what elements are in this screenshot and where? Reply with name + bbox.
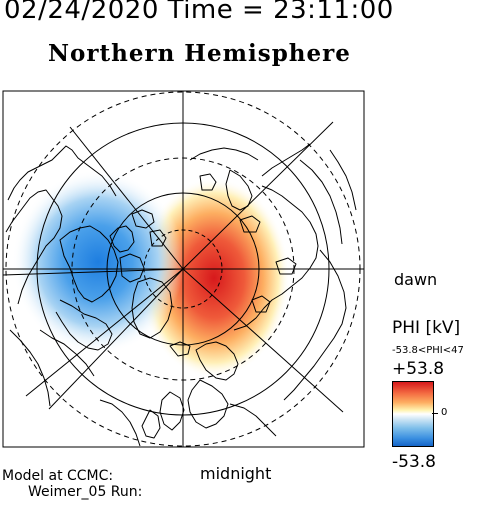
hemisphere-title: Northern Hemisphere [48,40,351,67]
midnight-label: midnight [200,464,272,483]
colorbar-zero-label: 0 [441,407,448,418]
colorbar-zero-tick [432,413,438,414]
colorbar-range: -53.8<PHI<47 [392,345,464,356]
colorbar-title: PHI [kV] [392,318,461,338]
dawn-label: dawn [394,270,438,289]
datetime-title: 02/24/2020 Time = 23:11:00 [4,0,394,25]
run-label: Weimer_05 Run: [28,484,143,500]
colorbar [392,381,434,447]
map-frame [2,90,365,448]
coastlines [5,143,357,447]
colorbar-max-label: +53.8 [392,359,445,379]
model-label: Model at CCMC: [2,468,114,484]
colorbar-min-label: -53.8 [392,452,436,472]
